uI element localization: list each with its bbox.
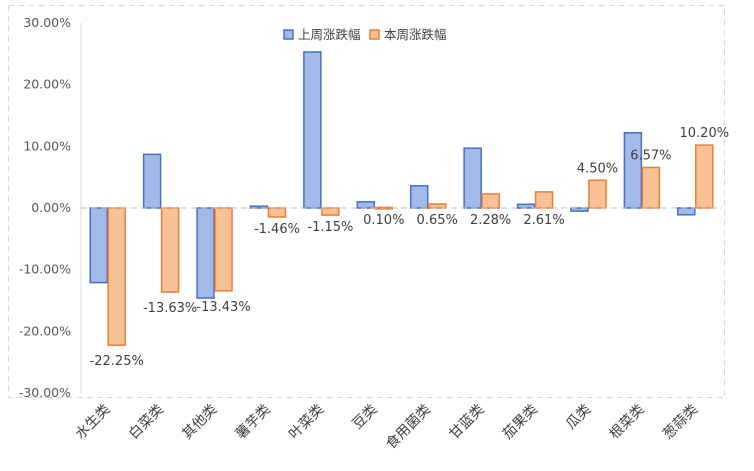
legend-label-last-week: 上周涨跌幅: [298, 27, 361, 42]
bar-last-week: [409, 185, 429, 209]
x-category-label: 叶菜类: [286, 402, 327, 443]
x-category-label: 根菜类: [607, 402, 648, 443]
bar-this-week: [641, 166, 661, 209]
bar-this-week: [534, 191, 554, 209]
bar-this-week: [695, 144, 714, 209]
y-axis-tick-labels: 30.00% 20.00% 10.00% 0.00% -10.00% -20.00% -30…: [19, 15, 71, 400]
bar-this-week: [160, 207, 180, 293]
bar-last-week: [142, 153, 162, 209]
x-category-label: 食用菌类: [382, 401, 434, 453]
legend-label-this-week: 本周涨跌幅: [384, 27, 447, 42]
chart-frame: [8, 5, 725, 398]
bar-this-week: [267, 207, 287, 218]
bar-this-week: [107, 207, 126, 346]
bar-last-week: [196, 207, 215, 299]
y-tick-label: 0.00%: [31, 200, 71, 215]
legend: 上周涨跌幅 本周涨跌幅: [283, 27, 447, 42]
x-category-label: 水生类: [73, 402, 114, 443]
x-category-label: 瓜类: [563, 402, 594, 433]
bar-last-week: [249, 205, 269, 209]
x-category-label: 薯芋类: [233, 402, 274, 443]
data-label: -22.25%: [90, 354, 144, 369]
bar-this-week: [321, 207, 340, 216]
bar-this-week: [427, 203, 447, 209]
bar-this-week: [481, 193, 500, 209]
bar-this-week: [588, 179, 607, 209]
y-tick-label: 30.00%: [23, 15, 71, 30]
legend-swatch-last-week: [283, 29, 294, 40]
y-tick-label: 10.00%: [23, 138, 71, 153]
bar-last-week: [303, 51, 322, 209]
data-label: 2.28%: [470, 213, 511, 228]
data-labels: -22.25% -13.63% -13.43% -1.46% -1.15% 0.10% 0.…: [90, 126, 730, 369]
bar-last-week: [356, 201, 376, 209]
data-label: 6.57%: [630, 148, 671, 163]
data-label: -13.43%: [196, 300, 250, 315]
data-label: -1.46%: [254, 222, 300, 237]
x-category-label: 葱蒜类: [660, 402, 701, 443]
data-label: 0.10%: [363, 213, 404, 228]
data-label: 10.20%: [680, 126, 730, 141]
bar-last-week: [516, 203, 536, 209]
bar-last-week: [570, 207, 589, 212]
legend-swatch-this-week: [369, 29, 380, 40]
bar-last-week: [89, 207, 108, 284]
bar-this-week: [214, 207, 233, 292]
data-label: -13.63%: [143, 301, 197, 316]
x-category-label: 其他类: [179, 402, 220, 443]
bar-last-week: [677, 207, 696, 216]
y-tick-label: -30.00%: [19, 385, 71, 400]
data-label: 2.61%: [523, 213, 564, 228]
x-category-label: 甘蓝类: [446, 402, 487, 443]
x-category-label: 茄果类: [499, 401, 541, 443]
x-axis-category-labels: 水生类 白菜类 其他类 薯芋类 叶菜类 豆类 食用菌类 甘蓝类 茄果类 瓜类 根菜类 葱蒜类: [73, 401, 702, 453]
y-tick-label: 20.00%: [23, 77, 71, 92]
data-label: -1.15%: [307, 220, 353, 235]
y-tick-label: -10.00%: [19, 262, 71, 277]
bar-last-week: [623, 132, 643, 209]
x-category-label: 白菜类: [126, 402, 167, 443]
bar-last-week: [463, 147, 482, 209]
data-label: 0.65%: [417, 213, 458, 228]
data-label: 4.50%: [577, 161, 618, 176]
y-tick-label: -20.00%: [19, 323, 71, 338]
x-category-label: 豆类: [350, 402, 381, 433]
